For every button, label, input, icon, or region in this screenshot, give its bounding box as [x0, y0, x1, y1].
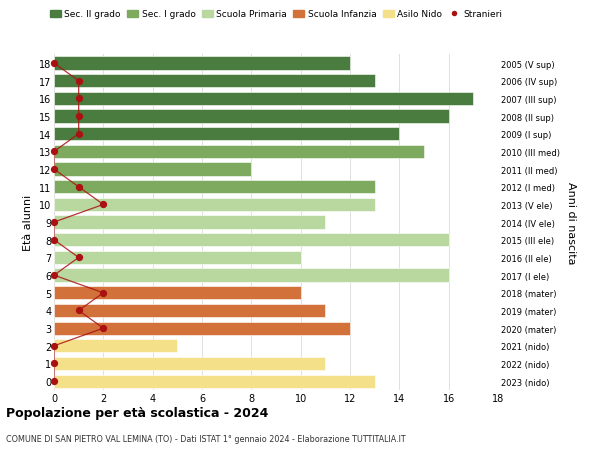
- Point: [74, 307, 83, 314]
- Point: [74, 78, 83, 85]
- Y-axis label: Età alunni: Età alunni: [23, 195, 33, 251]
- Bar: [54, 181, 374, 194]
- Bar: [54, 234, 449, 247]
- Bar: [54, 128, 400, 141]
- Point: [74, 95, 83, 103]
- Bar: [54, 198, 374, 212]
- Point: [74, 113, 83, 120]
- Bar: [54, 286, 301, 300]
- Legend: Sec. II grado, Sec. I grado, Scuola Primaria, Scuola Infanzia, Asilo Nido, Stran: Sec. II grado, Sec. I grado, Scuola Prim…: [46, 7, 506, 23]
- Bar: [54, 110, 449, 123]
- Point: [98, 202, 108, 209]
- Point: [74, 184, 83, 191]
- Point: [49, 166, 59, 174]
- Bar: [54, 269, 449, 282]
- Text: COMUNE DI SAN PIETRO VAL LEMINA (TO) - Dati ISTAT 1° gennaio 2024 - Elaborazione: COMUNE DI SAN PIETRO VAL LEMINA (TO) - D…: [6, 434, 406, 443]
- Bar: [54, 146, 424, 159]
- Bar: [54, 216, 325, 229]
- Bar: [54, 93, 473, 106]
- Bar: [54, 251, 301, 264]
- Bar: [54, 57, 350, 71]
- Point: [49, 378, 59, 385]
- Point: [74, 254, 83, 262]
- Bar: [54, 75, 374, 88]
- Point: [49, 342, 59, 350]
- Point: [49, 148, 59, 156]
- Point: [98, 325, 108, 332]
- Bar: [54, 304, 325, 318]
- Bar: [54, 357, 325, 370]
- Bar: [54, 375, 374, 388]
- Bar: [54, 322, 350, 335]
- Bar: [54, 340, 178, 353]
- Text: Popolazione per età scolastica - 2024: Popolazione per età scolastica - 2024: [6, 406, 268, 419]
- Point: [49, 219, 59, 226]
- Bar: [54, 163, 251, 176]
- Point: [74, 131, 83, 138]
- Y-axis label: Anni di nascita: Anni di nascita: [566, 181, 577, 264]
- Point: [49, 272, 59, 279]
- Point: [98, 290, 108, 297]
- Point: [49, 60, 59, 67]
- Point: [49, 236, 59, 244]
- Point: [49, 360, 59, 367]
